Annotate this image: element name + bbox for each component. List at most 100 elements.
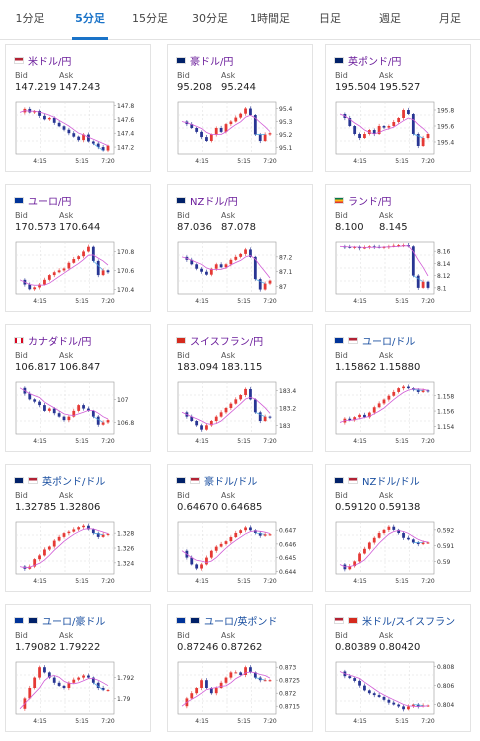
pair-title[interactable]: 英ポンド/円 (348, 56, 402, 68)
pair-title[interactable]: 豪ドル/円 (190, 56, 234, 68)
flag-us-icon (348, 336, 358, 344)
candle-body (358, 553, 361, 562)
candlestick-chart: 8.16 8.14 8.12 8.1 4:15 5:15 7:20 (335, 241, 451, 305)
currency-card[interactable]: NZドル/ドル Bid Ask 0.59120 0.59138 0.592 0.591 0.5… (325, 464, 471, 592)
pair-title[interactable]: 豪ドル/ドル (204, 476, 258, 488)
tab-3[interactable]: 30分足 (192, 12, 228, 25)
x-tick-label: 5:15 (75, 298, 89, 305)
bid-value: 183.094 (177, 362, 219, 373)
tab-7[interactable]: 月足 (439, 12, 461, 25)
bid-label: Bid (15, 491, 28, 500)
pair-title[interactable]: ユーロ/円 (28, 196, 72, 208)
pair-title[interactable]: ユーロ/豪ドル (42, 616, 106, 628)
x-tick-label: 7:20 (421, 718, 435, 725)
ask-value: 0.80420 (379, 642, 421, 653)
candle-body (239, 530, 243, 533)
candle-body (416, 275, 420, 288)
currency-card[interactable]: ユーロ/豪ドル Bid Ask 1.79082 1.79222 1.792 1.79 4:15… (5, 604, 151, 732)
tab-4[interactable]: 1時間足 (250, 12, 290, 25)
candle-body (253, 115, 257, 135)
ask-label: Ask (59, 631, 74, 640)
currency-card[interactable]: NZドル/円 Bid Ask 87.036 87.078 87.2 87.1 87 4:15 5:… (167, 184, 313, 312)
tab-6[interactable]: 週足 (379, 12, 401, 25)
currency-card[interactable]: 米ドル/円 Bid Ask 147.219 147.243 147.8 147.6 147.4… (5, 44, 151, 172)
x-tick-label: 7:20 (263, 578, 277, 585)
candle-body (101, 270, 105, 276)
moving-average-line (181, 530, 271, 563)
currency-card[interactable]: ランド/円 Bid Ask 8.100 8.145 8.16 8.14 8.12 8.1 4:15… (325, 184, 471, 312)
bid-ask-values: 170.573 170.644 (15, 222, 103, 233)
bid-value: 147.219 (15, 82, 57, 93)
candle-body (234, 117, 238, 122)
bid-value: 195.504 (335, 82, 377, 93)
candle-body (52, 408, 56, 414)
currency-card[interactable]: カナダドル/円 Bid Ask 106.817 106.847 107 106.8 4:15 5… (5, 324, 151, 452)
moving-average-line (181, 671, 271, 707)
bid-ask-values: 1.32785 1.32806 (15, 502, 103, 513)
y-tick-label: 0.591 (437, 543, 454, 550)
candle-body (47, 672, 51, 678)
bid-ask-values: 195.504 195.527 (335, 82, 423, 93)
moving-average-line (339, 388, 429, 423)
candle-body (397, 529, 401, 534)
currency-card[interactable]: 豪ドル/ドル Bid Ask 0.64670 0.64685 0.647 0.646 0.64… (167, 464, 313, 592)
candle-body (28, 688, 32, 699)
mini-chart: 0.647 0.646 0.645 0.644 4:15 5:15 7:20 (174, 518, 309, 590)
y-tick-label: 0.804 (437, 702, 454, 709)
x-tick-label: 5:15 (75, 578, 89, 585)
candle-body (106, 533, 110, 535)
bid-value: 0.59120 (335, 502, 377, 513)
bid-label: Bid (15, 71, 28, 80)
pair-title[interactable]: ユーロ/ドル (362, 336, 416, 348)
tab-2[interactable]: 15分足 (132, 12, 168, 25)
candle-body (421, 542, 425, 545)
candle-body (411, 704, 415, 707)
pair-title[interactable]: ランド/円 (348, 196, 392, 208)
currency-card[interactable]: 豪ドル/円 Bid Ask 95.208 95.244 95.4 95.3 95.2 95.1 4… (167, 44, 313, 172)
price-line (93, 143, 104, 151)
currency-card[interactable]: スイスフラン/円 Bid Ask 183.094 183.115 183.4 183.2 18… (167, 324, 313, 452)
currency-card[interactable]: 英ポンド/円 Bid Ask 195.504 195.527 195.8 195.6 195.… (325, 44, 471, 172)
candle-body (205, 680, 208, 688)
y-tick-label: 0.8725 (279, 678, 300, 685)
pair-title[interactable]: 英ポンド/ドル (42, 476, 106, 488)
pair-title[interactable]: カナダドル/円 (28, 336, 92, 348)
flag-gb-icon (190, 616, 200, 624)
flag-ca-icon (14, 336, 24, 344)
bid-ask-labels: Bid Ask (177, 491, 265, 500)
ask-value: 95.244 (221, 82, 256, 93)
candle-body (33, 111, 37, 113)
bid-value: 106.817 (15, 362, 57, 373)
currency-card[interactable]: ユーロ/円 Bid Ask 170.573 170.644 170.8 170.6 170.4… (5, 184, 151, 312)
y-tick-label: 87 (279, 284, 287, 291)
x-tick-label: 4:15 (33, 158, 47, 165)
candle-body (190, 416, 194, 421)
candle-body (67, 682, 71, 688)
moving-average-line (339, 671, 429, 708)
currency-card[interactable]: 英ポンド/ドル Bid Ask 1.32785 1.32806 1.328 1.326 1.3… (5, 464, 151, 592)
pair-title[interactable]: 米ドル/スイスフラン (362, 616, 456, 628)
currency-card[interactable]: ユーロ/英ポンド Bid Ask 0.87246 0.87262 0.873 0.8725 0… (167, 604, 313, 732)
price-line (93, 682, 104, 691)
y-tick-label: 1.156 (437, 409, 454, 416)
pair-title[interactable]: NZドル/円 (190, 196, 238, 208)
pair-title[interactable]: ユーロ/英ポンド (204, 616, 278, 628)
bid-label: Bid (335, 491, 348, 500)
bid-value: 87.036 (177, 222, 212, 233)
ask-value: 1.15880 (379, 362, 421, 373)
tab-0[interactable]: 1分足 (15, 12, 45, 25)
x-tick-label: 4:15 (353, 298, 367, 305)
pair-title[interactable]: NZドル/ドル (362, 476, 420, 488)
candle-body (426, 281, 430, 288)
candle-body (87, 408, 90, 411)
tab-5[interactable]: 日足 (319, 12, 341, 25)
pair-title[interactable]: 米ドル/円 (28, 56, 72, 68)
pair-title[interactable]: スイスフラン/円 (190, 336, 264, 348)
candle-body (392, 702, 396, 705)
currency-card[interactable]: 米ドル/スイスフラン Bid Ask 0.80389 0.80420 0.808 0.806… (325, 604, 471, 732)
candlestick-chart: 87.2 87.1 87 4:15 5:15 7:20 (177, 241, 293, 305)
tab-1[interactable]: 5分足 (60, 0, 120, 40)
currency-card[interactable]: ユーロ/ドル Bid Ask 1.15862 1.15880 1.158 1.156 1.15… (325, 324, 471, 452)
ask-label: Ask (379, 211, 394, 220)
moving-average-line (19, 675, 109, 710)
